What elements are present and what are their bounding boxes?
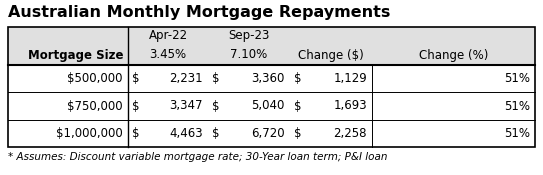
Text: Change ($): Change ($) [298,48,364,61]
Text: $1,000,000: $1,000,000 [56,127,123,140]
Text: 2,231: 2,231 [169,72,203,85]
Text: Apr-22: Apr-22 [148,30,187,43]
Text: Australian Monthly Mortgage Repayments: Australian Monthly Mortgage Repayments [8,5,390,20]
Text: $: $ [132,127,140,140]
Text: 1,129: 1,129 [333,72,367,85]
Text: $500,000: $500,000 [67,72,123,85]
Text: * Assumes: Discount variable mortgage rate; 30-Year loan term; P&I loan: * Assumes: Discount variable mortgage ra… [8,152,388,162]
Text: 51%: 51% [504,72,530,85]
Text: 3.45%: 3.45% [149,48,187,61]
Text: Change (%): Change (%) [419,48,488,61]
Text: $: $ [212,100,219,113]
Text: Mortgage Size: Mortgage Size [28,48,123,61]
Text: 7.10%: 7.10% [230,48,268,61]
Text: $750,000: $750,000 [67,100,123,113]
Text: 51%: 51% [504,100,530,113]
Text: 3,347: 3,347 [169,100,203,113]
Text: $: $ [212,127,219,140]
Text: $: $ [294,72,301,85]
Text: 4,463: 4,463 [169,127,203,140]
Text: 51%: 51% [504,127,530,140]
Text: Sep-23: Sep-23 [228,30,270,43]
Bar [8,27,535,65]
Text: $: $ [132,72,140,85]
Text: $: $ [294,100,301,113]
Text: $: $ [294,127,301,140]
Text: 5,040: 5,040 [251,100,285,113]
Bar [8,27,535,147]
Text: 6,720: 6,720 [251,127,285,140]
Text: $: $ [132,100,140,113]
Text: 1,693: 1,693 [333,100,367,113]
Text: $: $ [212,72,219,85]
Text: 2,258: 2,258 [333,127,367,140]
Text: 3,360: 3,360 [251,72,285,85]
